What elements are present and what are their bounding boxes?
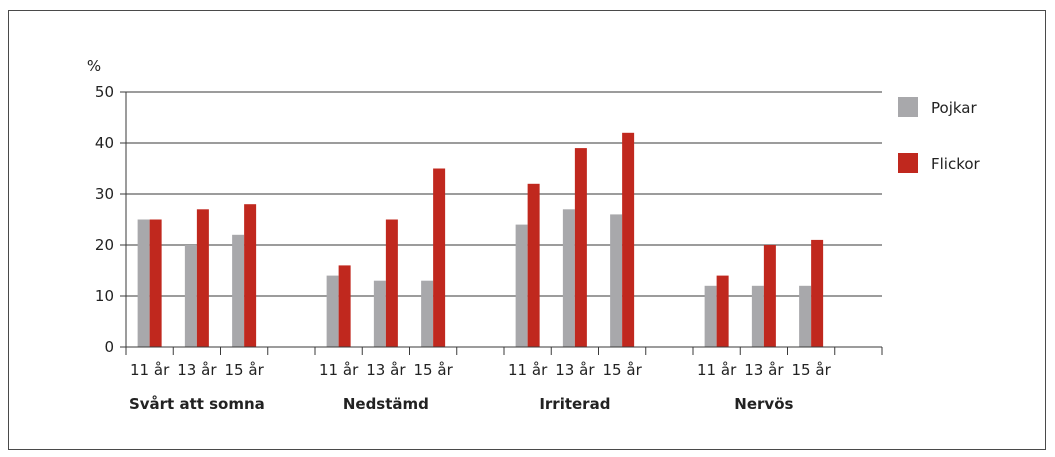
bar-pojkar xyxy=(515,224,528,347)
legend-swatch xyxy=(898,97,918,117)
bar-flickor xyxy=(574,148,587,347)
age-label: 15 år xyxy=(414,361,454,379)
age-label: 13 år xyxy=(744,361,784,379)
y-tick-label: 0 xyxy=(104,338,114,356)
bar-pojkar xyxy=(799,285,812,347)
y-tick-label: 30 xyxy=(95,185,114,203)
bar-chart: 0 10 20 30 40 50% 11 år 13 år 15 år Svårt att som… xyxy=(87,57,981,413)
age-label: 11 år xyxy=(508,361,548,379)
age-label: 15 år xyxy=(603,361,643,379)
y-axis-label: % xyxy=(87,57,101,75)
legend-swatch xyxy=(898,153,918,173)
bar-flickor xyxy=(338,265,351,347)
bar-pojkar xyxy=(184,245,197,347)
bar-pojkar xyxy=(326,275,339,347)
bar-flickor xyxy=(433,168,446,347)
group-label: Irriterad xyxy=(539,395,610,413)
legend-label: Pojkar xyxy=(931,99,977,117)
bar-flickor xyxy=(244,204,257,347)
bar-pojkar xyxy=(232,234,245,347)
group-label: Svårt att somna xyxy=(129,395,265,413)
y-tick-label: 10 xyxy=(95,287,114,305)
y-tick-label: 50 xyxy=(95,83,114,101)
bar-flickor xyxy=(527,183,540,347)
bar-flickor xyxy=(811,239,824,347)
age-label: 11 år xyxy=(697,361,737,379)
bar-flickor xyxy=(196,209,209,347)
group-label: Nervös xyxy=(734,395,793,413)
y-tick-label: 20 xyxy=(95,236,114,254)
age-label: 15 år xyxy=(792,361,832,379)
bar-pojkar xyxy=(421,280,434,347)
age-label: 11 år xyxy=(130,361,170,379)
bar-pojkar xyxy=(373,280,386,347)
age-label: 13 år xyxy=(555,361,595,379)
bar-flickor xyxy=(149,219,162,347)
bar-flickor xyxy=(763,245,776,347)
age-label: 11 år xyxy=(319,361,359,379)
bar-pojkar xyxy=(704,285,717,347)
bar-flickor xyxy=(385,219,398,347)
age-label: 13 år xyxy=(366,361,406,379)
group-label: Nedstämd xyxy=(343,395,429,413)
bar-flickor xyxy=(622,132,635,347)
chart-frame: 0 10 20 30 40 50% 11 år 13 år 15 år Svårt att som… xyxy=(8,10,1046,450)
legend-label: Flickor xyxy=(931,155,981,173)
bar-pojkar xyxy=(562,209,575,347)
bar-pojkar xyxy=(610,214,623,347)
age-label: 13 år xyxy=(177,361,217,379)
age-label: 15 år xyxy=(225,361,265,379)
y-tick-label: 40 xyxy=(95,134,114,152)
bar-pojkar xyxy=(751,285,764,347)
bar-pojkar xyxy=(137,219,150,347)
bar-flickor xyxy=(716,275,729,347)
